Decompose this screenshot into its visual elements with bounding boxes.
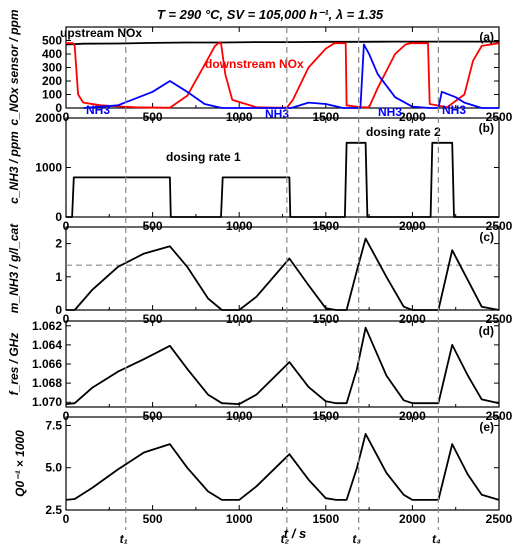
x-axis-label: t / s — [284, 526, 306, 541]
panel-label: (b) — [479, 121, 494, 135]
y-tick-label: 1000 — [35, 161, 62, 175]
panel-2: 0 500 1000 1500 2000 2500 0 1 2 m_NH3 / g/l_cat (c… — [7, 223, 513, 326]
plot-frame — [65, 226, 500, 311]
series-line-0 — [66, 237, 500, 311]
y-tick-label: 1 — [55, 270, 62, 284]
x-tick-label: 1000 — [226, 110, 253, 124]
annotation-label: upstream NOx — [60, 26, 142, 40]
x-tick-label: 1500 — [312, 110, 339, 124]
x-tick-label: 500 — [143, 409, 163, 423]
y-tick-label: 300 — [42, 61, 62, 75]
x-tick-label: 2500 — [486, 110, 513, 124]
time-marker-label: t₂ — [281, 532, 290, 546]
panel-3: 0 500 1000 1500 2000 2500 1.062 1.064 1.066 1.068… — [7, 319, 513, 423]
x-tick-label: 1500 — [312, 512, 339, 526]
x-tick-label: 1000 — [226, 409, 253, 423]
x-tick-label: 0 — [63, 219, 70, 233]
x-tick-label: 1000 — [226, 312, 253, 326]
y-tick-label: 1.068 — [32, 376, 62, 390]
annotation-label: downstream NOx — [205, 57, 304, 71]
y-tick-label: 1.066 — [32, 357, 62, 371]
x-tick-label: 0 — [63, 110, 70, 124]
x-tick-label: 2500 — [486, 312, 513, 326]
annotation-label: NH3 — [442, 103, 466, 117]
panel-label: (a) — [479, 30, 494, 44]
figure-header: T = 290 °C, SV = 105,000 h⁻¹, λ = 1.35 — [157, 7, 384, 22]
x-tick-label: 2000 — [399, 409, 426, 423]
panel-0: 0 500 1000 1500 2000 25000100200300400500c_NO… — [7, 9, 513, 125]
panel-label: (d) — [479, 324, 494, 338]
x-tick-label: 1500 — [312, 409, 339, 423]
panel-4: 0 500 1000 1500 2000 2500 2.5 5.0 7.5 Q0⁻¹ × 1000… — [13, 416, 513, 526]
y-tick-label: 7.5 — [45, 418, 62, 432]
x-tick-label: 2500 — [486, 512, 513, 526]
series-line-1 — [66, 42, 500, 109]
x-tick-label: 2500 — [486, 219, 513, 233]
x-tick-label: 0 — [63, 312, 70, 326]
y-tick-label: 500 — [42, 34, 62, 48]
y-tick-label: 0 — [55, 303, 62, 317]
y-axis-label: c_NH3 / ppm — [7, 131, 21, 204]
x-tick-label: 1500 — [312, 312, 339, 326]
x-tick-label: 2000 — [399, 512, 426, 526]
annotation-label: dosing rate 1 — [166, 150, 241, 164]
annotation-label: NH3 — [86, 103, 110, 117]
x-tick-label: 500 — [143, 110, 163, 124]
plot-frame — [65, 320, 500, 408]
time-marker-label: t₄ — [432, 532, 441, 546]
x-tick-label: 500 — [143, 312, 163, 326]
x-tick-label: 2500 — [486, 409, 513, 423]
y-axis-label: c_NOx sensor / ppm — [7, 9, 21, 125]
y-tick-label: 1.064 — [32, 338, 62, 352]
y-tick-label: 5.0 — [45, 461, 62, 475]
y-axis-label: f_res / GHz — [7, 333, 21, 396]
y-tick-label: 200 — [42, 74, 62, 88]
series-line-0 — [65, 433, 500, 501]
y-tick-label: 2000 — [35, 111, 62, 125]
series-line-0 — [65, 40, 499, 46]
y-axis-label: m_NH3 / g/l_cat — [7, 223, 21, 313]
annotation-label: NH3 — [265, 107, 289, 121]
plot-frame — [65, 416, 500, 511]
y-tick-label: 0 — [55, 101, 62, 115]
y-tick-label: 2.5 — [45, 503, 62, 517]
x-tick-label: 1000 — [226, 219, 253, 233]
y-tick-label: 1.070 — [32, 395, 62, 409]
x-tick-label: 500 — [143, 512, 163, 526]
annotation-label: NH3 — [378, 105, 402, 119]
panel-1: 0 500 1000 1500 2000 2500 0 1000 2000 c_NH3 / ppm… — [7, 111, 513, 233]
y-axis-label: Q0⁻¹ × 1000 — [13, 430, 27, 497]
x-tick-label: 0 — [63, 409, 70, 423]
x-tick-label: 0 — [63, 512, 70, 526]
time-marker-label: t₁ — [120, 532, 128, 546]
y-tick-label: 400 — [42, 47, 62, 61]
panel-label: (e) — [479, 420, 494, 434]
x-tick-label: 2000 — [399, 110, 426, 124]
series-line-0 — [66, 141, 499, 218]
x-tick-label: 2000 — [399, 312, 426, 326]
time-marker-label: t₃ — [352, 532, 361, 546]
x-tick-label: 2000 — [399, 219, 426, 233]
x-tick-label: 1500 — [312, 219, 339, 233]
y-tick-label: 1.062 — [32, 319, 62, 333]
y-tick-label: 2 — [55, 237, 62, 251]
panel-label: (c) — [479, 230, 494, 244]
x-tick-label: 500 — [143, 219, 163, 233]
annotation-label: dosing rate 2 — [366, 125, 441, 139]
y-tick-label: 100 — [42, 88, 62, 102]
y-tick-label: 0 — [55, 210, 62, 224]
series-line-0 — [65, 326, 500, 405]
series-line-2 — [83, 43, 499, 109]
x-tick-label: 1000 — [226, 512, 253, 526]
